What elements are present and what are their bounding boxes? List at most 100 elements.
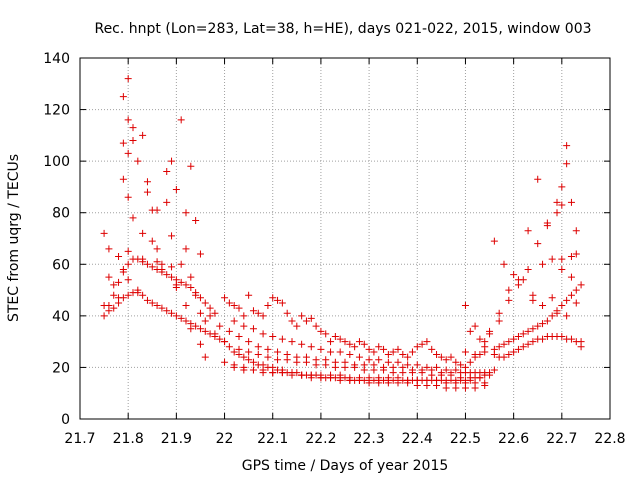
data-point [293, 322, 301, 330]
data-point [433, 381, 441, 389]
data-point [341, 338, 349, 346]
data-point [365, 345, 373, 353]
data-point [153, 258, 161, 266]
x-tick-label: 22.2 [305, 431, 336, 447]
data-point [105, 273, 113, 281]
data-point [168, 309, 176, 317]
data-point [558, 255, 566, 263]
y-tick-label: 0 [61, 412, 70, 428]
data-point [505, 296, 513, 304]
data-point [413, 343, 421, 351]
data-point [172, 186, 180, 194]
data-point [124, 247, 132, 255]
y-tick-label: 40 [52, 309, 70, 325]
data-point [278, 299, 286, 307]
data-point [158, 304, 166, 312]
data-point [182, 317, 190, 325]
y-tick-label: 80 [52, 206, 70, 222]
data-point [201, 317, 209, 325]
data-point [413, 361, 421, 369]
data-point [124, 75, 132, 83]
x-tick-label: 22.8 [594, 431, 625, 447]
data-point [539, 302, 547, 310]
data-point [500, 353, 508, 361]
data-point [336, 376, 344, 384]
data-point [529, 338, 537, 346]
data-point [259, 366, 267, 374]
data-point [447, 369, 455, 377]
data-point [543, 222, 551, 230]
data-point [249, 307, 257, 315]
data-point [514, 332, 522, 340]
data-point [399, 351, 407, 359]
data-point [225, 327, 233, 335]
x-tick-label: 22.3 [354, 431, 385, 447]
data-point [153, 245, 161, 253]
data-point [298, 312, 306, 320]
data-point [278, 335, 286, 343]
data-point [182, 209, 190, 217]
data-point [134, 157, 142, 165]
data-point [365, 379, 373, 387]
data-point [139, 131, 147, 139]
data-point [240, 322, 248, 330]
data-point [510, 348, 518, 356]
data-point [437, 353, 445, 361]
data-point [524, 227, 532, 235]
data-point [495, 317, 503, 325]
data-point [302, 317, 310, 325]
data-point [433, 351, 441, 359]
data-point [317, 327, 325, 335]
data-point [143, 296, 151, 304]
data-point [153, 302, 161, 310]
data-point [442, 356, 450, 364]
data-point [240, 353, 248, 361]
data-point [336, 348, 344, 356]
x-tick-label: 22.7 [546, 431, 577, 447]
data-point [254, 309, 262, 317]
data-point [558, 332, 566, 340]
data-point [360, 361, 368, 369]
data-point [452, 384, 460, 392]
x-axis-title: GPS time / Days of year 2015 [242, 458, 449, 474]
data-point [249, 325, 257, 333]
data-point [177, 260, 185, 268]
data-point [370, 348, 378, 356]
data-point [553, 309, 561, 317]
data-point [519, 343, 527, 351]
data-point [375, 379, 383, 387]
data-point [206, 304, 214, 312]
data-point [192, 322, 200, 330]
data-point [539, 320, 547, 328]
data-point [375, 343, 383, 351]
data-point [192, 216, 200, 224]
data-point [264, 353, 272, 361]
data-point [394, 358, 402, 366]
x-tick-label: 21.9 [161, 431, 192, 447]
data-point [288, 338, 296, 346]
data-point [129, 137, 137, 145]
data-point [235, 345, 243, 353]
data-point [225, 343, 233, 351]
data-point [124, 260, 132, 268]
data-point [514, 276, 522, 284]
data-point [418, 340, 426, 348]
data-point [428, 345, 436, 353]
data-point [327, 348, 335, 356]
data-point [182, 245, 190, 253]
data-point [196, 250, 204, 258]
data-point [283, 351, 291, 359]
data-point [245, 356, 253, 364]
data-point [119, 93, 127, 101]
data-point [389, 363, 397, 371]
data-point [365, 356, 373, 364]
x-tick-label: 22.5 [450, 431, 481, 447]
data-point [351, 343, 359, 351]
data-point [264, 302, 272, 310]
data-point [418, 366, 426, 374]
data-point [278, 369, 286, 377]
data-point [471, 351, 479, 359]
data-point [524, 327, 532, 335]
